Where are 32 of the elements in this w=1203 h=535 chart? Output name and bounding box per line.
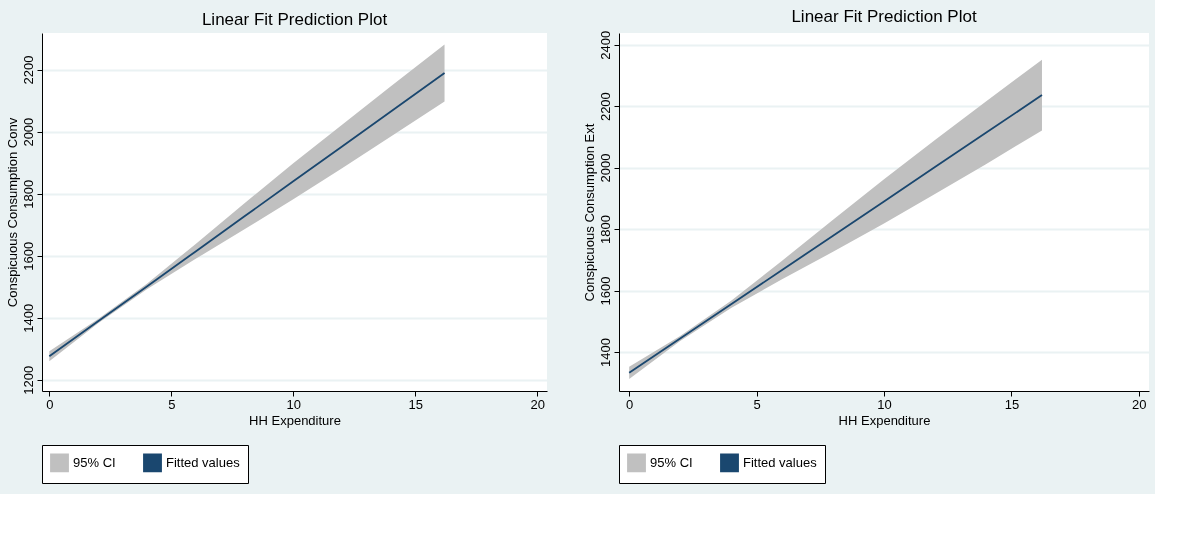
chart-title: Linear Fit Prediction Plot (791, 7, 977, 27)
y-tick-label: 1400 (20, 303, 36, 333)
y-axis-title: Conspicuous Consumption Ext (581, 123, 597, 302)
y-tick-label: 2400 (597, 30, 613, 60)
x-tick-label: 15 (1004, 396, 1020, 412)
x-tick-label: 10 (877, 396, 892, 412)
y-axis-title: Conspicuous Consumption Conv (4, 117, 20, 308)
y-tick-label: 1800 (20, 179, 36, 209)
legend-label: Fitted values (166, 454, 241, 470)
y-tick-label: 1600 (20, 241, 36, 271)
y-tick-label: 1400 (597, 338, 613, 367)
x-tick-label: 20 (530, 396, 545, 412)
y-tick-label: 2000 (597, 153, 613, 183)
y-tick-label: 2000 (20, 117, 36, 147)
y-tick-label: 1800 (597, 215, 613, 245)
x-axis-title: HH Expenditure (838, 412, 931, 428)
x-tick-label: 0 (626, 396, 634, 412)
legend-label: 95% CI (650, 454, 693, 470)
y-tick-label: 2200 (597, 92, 613, 122)
legend-label: 95% CI (73, 454, 116, 470)
x-tick-label: 5 (753, 396, 761, 412)
x-tick-label: 10 (286, 396, 302, 412)
x-tick-label: 5 (168, 396, 176, 412)
y-tick-label: 1200 (20, 365, 36, 395)
legend-label: Fitted values (743, 454, 818, 470)
y-tick-label: 2200 (20, 55, 36, 85)
chart-title: Linear Fit Prediction Plot (201, 10, 388, 29)
x-tick-label: 20 (1132, 396, 1147, 412)
x-tick-label: 15 (408, 396, 423, 412)
x-axis-title: HH Expenditure (249, 412, 341, 428)
y-tick-label: 1600 (597, 276, 613, 306)
x-tick-label: 0 (46, 396, 54, 412)
